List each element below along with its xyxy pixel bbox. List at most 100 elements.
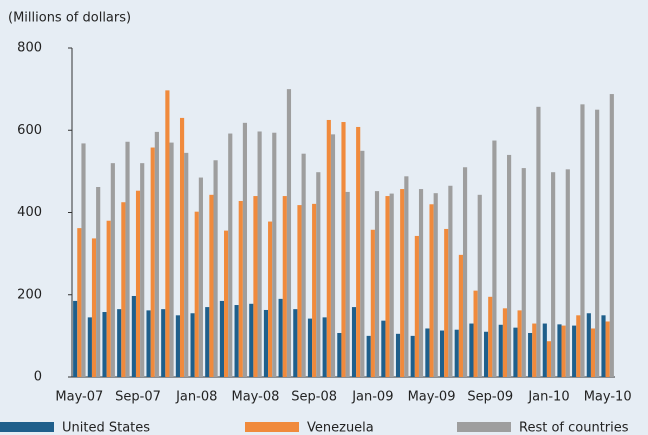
bar xyxy=(507,154,512,377)
bar xyxy=(351,307,357,377)
bar xyxy=(228,133,233,377)
bar xyxy=(418,189,424,377)
bar xyxy=(586,313,591,377)
bar xyxy=(498,324,503,377)
bar xyxy=(249,303,254,377)
bar xyxy=(528,332,533,377)
bar xyxy=(477,194,482,377)
bar xyxy=(169,142,174,377)
bar xyxy=(532,323,537,377)
bar xyxy=(429,204,434,377)
bar xyxy=(242,122,248,377)
legend-swatch xyxy=(457,422,511,432)
x-tick-label: Sep-08 xyxy=(291,390,337,405)
bar xyxy=(131,295,136,377)
bar xyxy=(161,309,166,377)
bar xyxy=(268,221,273,377)
x-tick-label: Jan-10 xyxy=(527,390,569,405)
bar xyxy=(370,229,375,377)
bar xyxy=(433,193,438,377)
bar xyxy=(190,313,195,377)
bar xyxy=(219,300,225,377)
bar xyxy=(360,150,365,377)
bar xyxy=(385,196,390,377)
bar xyxy=(293,309,298,377)
bar xyxy=(213,160,218,377)
bar xyxy=(557,324,562,377)
bar xyxy=(184,152,189,377)
bar xyxy=(488,296,493,377)
bar xyxy=(110,163,115,377)
bar xyxy=(517,310,522,377)
bar xyxy=(492,140,497,377)
bar xyxy=(175,315,180,377)
bar xyxy=(521,168,526,377)
bar xyxy=(458,254,463,377)
bar xyxy=(322,317,327,377)
bar xyxy=(572,325,577,377)
bar xyxy=(209,194,214,377)
bar xyxy=(272,132,277,377)
bar xyxy=(404,176,409,377)
bar xyxy=(154,131,159,377)
x-tick-label: May-07 xyxy=(55,390,103,405)
bar xyxy=(96,187,101,377)
bar xyxy=(87,317,92,377)
bar xyxy=(286,89,292,377)
bar xyxy=(473,290,478,377)
bar xyxy=(125,141,130,377)
bar xyxy=(326,119,331,377)
bar xyxy=(257,131,262,377)
bar xyxy=(551,172,556,377)
bar xyxy=(307,318,313,377)
bar xyxy=(484,331,489,377)
bar xyxy=(91,238,97,377)
bar xyxy=(278,298,283,377)
bar xyxy=(542,323,547,377)
bar xyxy=(565,169,570,377)
x-tick-label: Sep-09 xyxy=(467,390,513,405)
bar xyxy=(356,126,361,378)
bar xyxy=(601,315,606,377)
y-tick-label: 800 xyxy=(17,41,42,56)
bar xyxy=(439,330,445,377)
bar xyxy=(395,333,401,377)
bar xyxy=(117,309,122,377)
bar xyxy=(146,310,151,377)
bar xyxy=(205,307,210,377)
bar xyxy=(605,321,610,377)
legend-swatch xyxy=(0,422,54,432)
bar xyxy=(448,185,453,377)
bar xyxy=(234,305,239,377)
bar xyxy=(194,211,199,377)
bar xyxy=(301,153,306,377)
bar xyxy=(81,143,86,377)
bar xyxy=(502,308,508,377)
bar xyxy=(282,196,287,377)
bar xyxy=(576,315,581,377)
bar xyxy=(135,190,141,377)
x-tick-label: Jan-09 xyxy=(351,390,393,405)
y-tick-label: 200 xyxy=(17,287,42,302)
bar xyxy=(454,329,459,377)
bar xyxy=(609,94,614,377)
x-tick-label: May-08 xyxy=(232,390,280,405)
bar xyxy=(345,191,350,377)
bar xyxy=(224,230,229,377)
bar xyxy=(263,309,269,377)
x-tick-label: Jan-08 xyxy=(175,390,217,405)
legend-label: United States xyxy=(62,421,150,435)
y-tick-label: 400 xyxy=(17,205,42,220)
bar xyxy=(73,300,78,377)
bar xyxy=(253,196,258,377)
x-tick-label: May-10 xyxy=(584,390,632,405)
bar xyxy=(444,228,449,377)
bar xyxy=(561,325,566,377)
bar xyxy=(513,327,518,377)
bar xyxy=(198,177,203,377)
y-axis-label: (Millions of dollars) xyxy=(8,11,131,26)
bar xyxy=(77,228,82,377)
bar xyxy=(469,323,474,377)
bar xyxy=(312,203,317,377)
